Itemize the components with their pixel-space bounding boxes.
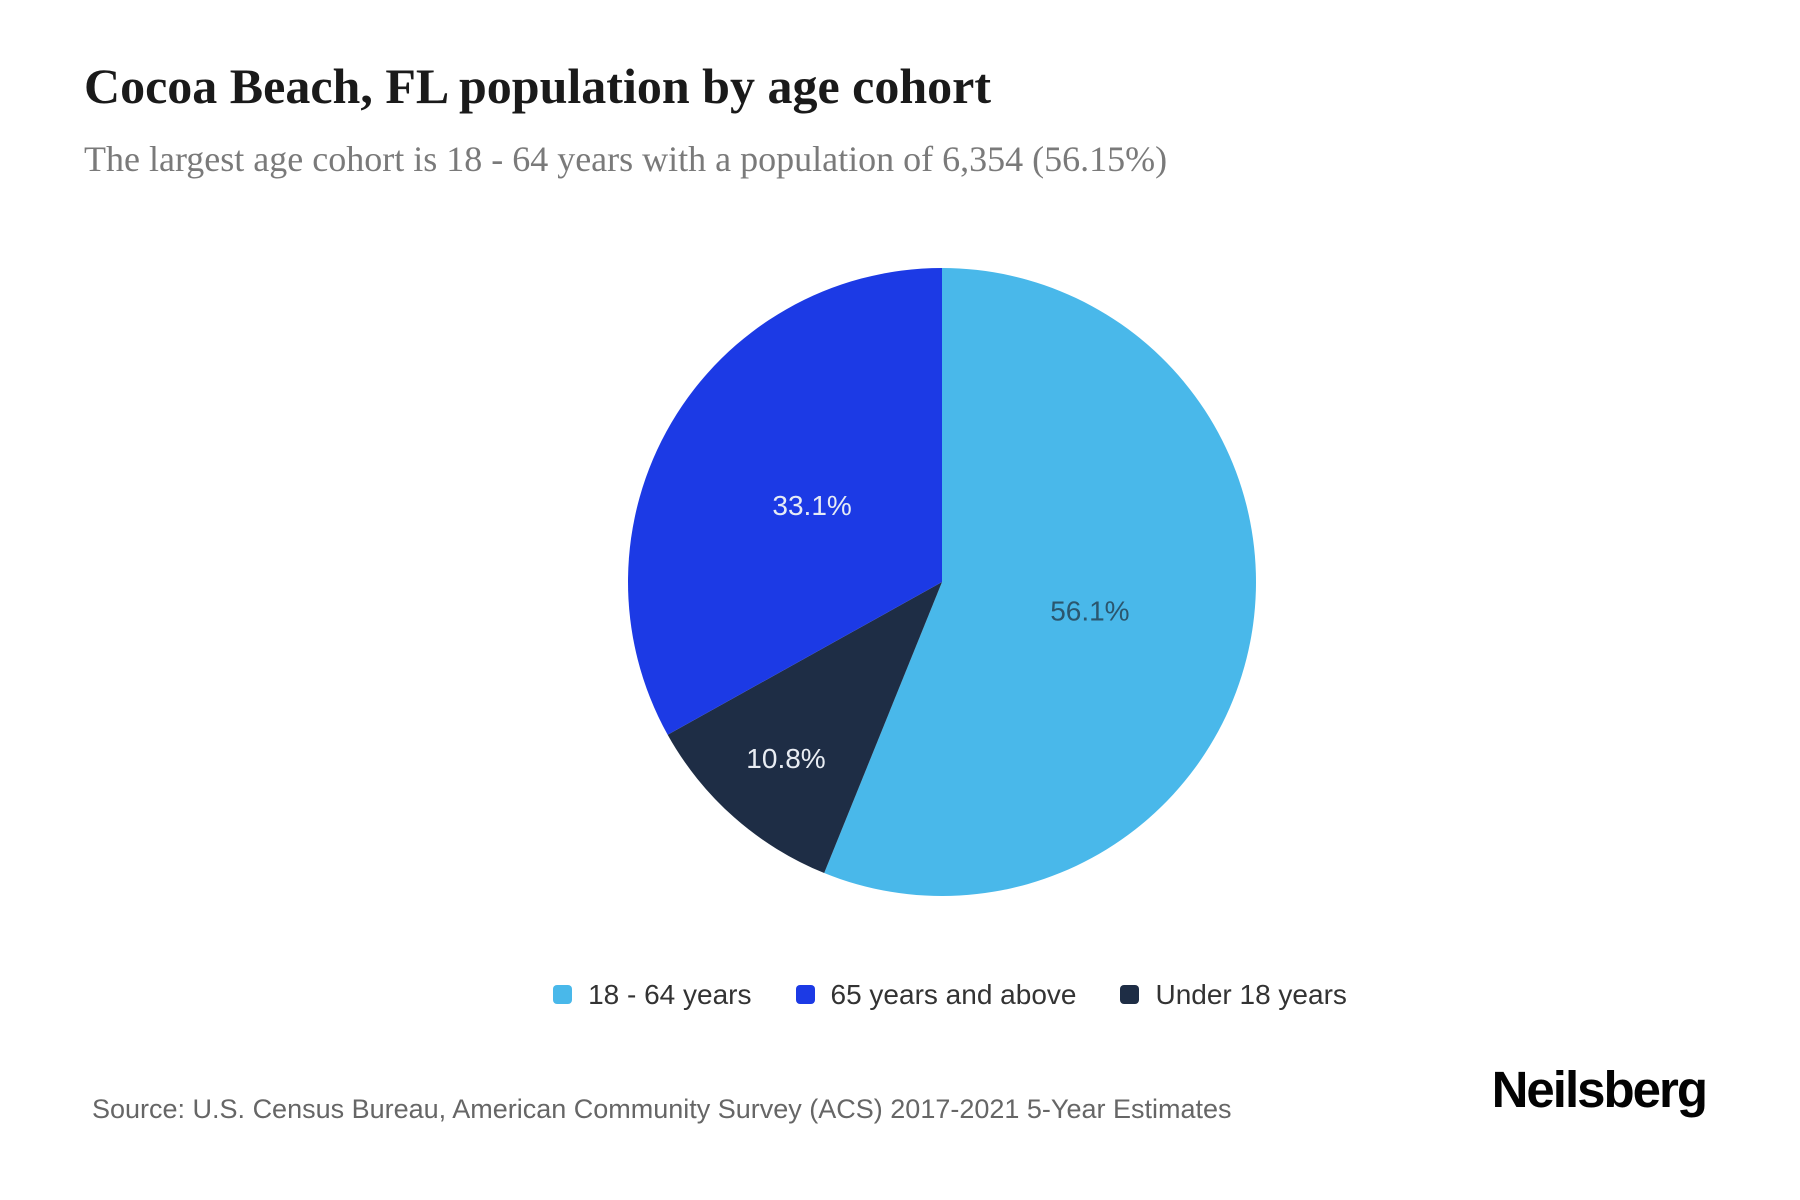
legend-item-65-years-and-above[interactable]: 65 years and above — [795, 978, 1077, 1012]
pie-slice-18-64-years[interactable] — [824, 268, 1256, 896]
legend-label: 18 - 64 years — [588, 979, 752, 1010]
legend-item-under-18-years[interactable]: Under 18 years — [1120, 978, 1347, 1012]
source-note: Source: U.S. Census Bureau, American Com… — [92, 1094, 1232, 1124]
pie-chart: 56.1%10.8%33.1% — [628, 268, 1256, 896]
legend-item-18-64-years[interactable]: 18 - 64 years — [553, 978, 752, 1012]
legend-swatch-65-years-and-above — [795, 985, 815, 1005]
legend-swatch-18-64-years — [553, 985, 573, 1005]
neilsberg-logo: Neilsberg — [1491, 1061, 1708, 1118]
page-title: Cocoa Beach, FL population by age cohort — [84, 58, 991, 114]
legend-label: Under 18 years — [1155, 979, 1347, 1010]
page-subtitle: The largest age cohort is 18 - 64 years … — [84, 139, 1168, 179]
pie-slice-under-18-years[interactable] — [667, 582, 942, 874]
legend-swatch-under-18-years — [1120, 985, 1140, 1005]
pie-slice-65-years-and-above[interactable] — [628, 268, 942, 735]
legend: 18 - 64 years 65 years and above Under 18 … — [100, 978, 1800, 1012]
legend-label: 65 years and above — [830, 979, 1077, 1010]
